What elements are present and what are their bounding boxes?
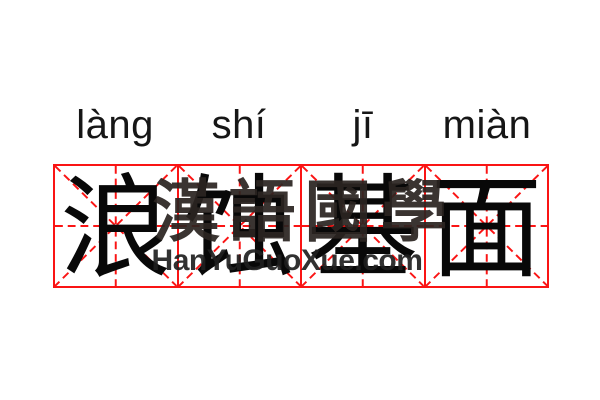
grid-guides-icon bbox=[55, 166, 177, 286]
hanzi-character-2: 蚀 bbox=[183, 163, 296, 294]
pinyin-syllable-2: shí bbox=[211, 103, 267, 147]
pinyin-syllable-3: jī bbox=[352, 103, 374, 147]
hanzi-character-3: 基 bbox=[306, 163, 419, 294]
grid-guides-icon bbox=[425, 166, 547, 286]
hanzi-character-4: 面 bbox=[430, 163, 543, 294]
grid-cell-2: 蚀 bbox=[176, 163, 300, 294]
hanzi-character-1: 浪 bbox=[59, 163, 172, 294]
pinyin-syllable-4: miàn bbox=[442, 103, 532, 147]
grid-guides-icon bbox=[178, 166, 300, 286]
grid-cell-1: 浪 bbox=[55, 166, 177, 286]
grid-cell-4: 面 bbox=[423, 163, 547, 294]
pinyin-syllable-1: làng bbox=[76, 103, 154, 147]
character-grid: 浪 蚀 基 bbox=[53, 164, 549, 288]
grid-guides-icon bbox=[302, 166, 424, 286]
grid-cell-3: 基 bbox=[300, 166, 424, 286]
pinyin-row: làng shí jī miàn bbox=[53, 101, 549, 149]
